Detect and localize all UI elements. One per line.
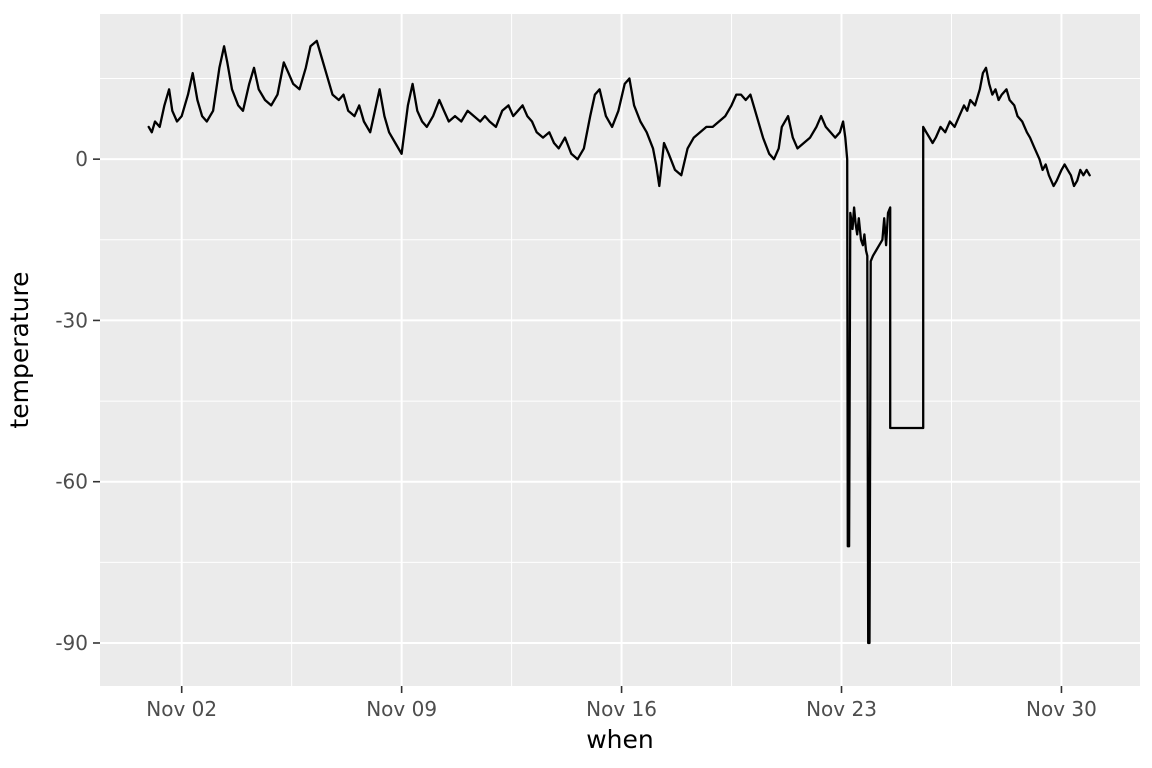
axis-tick-labels: Nov 02 Nov 09 Nov 16 Nov 23 Nov 30 0 -30 -60 -90 bbox=[55, 147, 1097, 721]
grid-minor bbox=[100, 14, 1140, 686]
y-tick-label: -60 bbox=[55, 470, 88, 494]
temperature-line bbox=[147, 39, 1091, 645]
x-tick-label: Nov 16 bbox=[586, 697, 657, 721]
x-tick-label: Nov 23 bbox=[806, 697, 877, 721]
y-axis-title: temperature bbox=[5, 271, 34, 428]
y-tick-label: 0 bbox=[75, 147, 88, 171]
axis-tick-marks bbox=[93, 158, 1063, 693]
x-tick-label: Nov 02 bbox=[146, 697, 217, 721]
plot-panel bbox=[100, 14, 1140, 686]
x-tick-label: Nov 09 bbox=[366, 697, 437, 721]
y-tick-label: -90 bbox=[55, 631, 88, 655]
y-tick-label: -30 bbox=[55, 308, 88, 332]
x-tick-label: Nov 30 bbox=[1026, 697, 1097, 721]
x-axis-title: when bbox=[586, 725, 654, 754]
